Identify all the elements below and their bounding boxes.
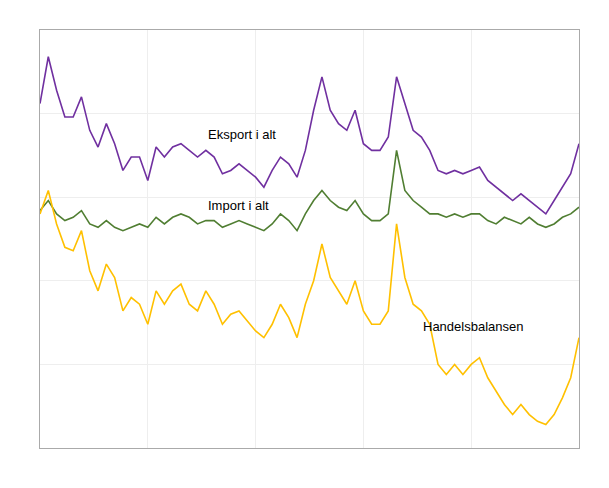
svg-text:Handelsbalansen: Handelsbalansen — [423, 319, 523, 334]
svg-text:Eksport i alt: Eksport i alt — [208, 127, 276, 142]
svg-text:Import i alt: Import i alt — [208, 198, 269, 213]
